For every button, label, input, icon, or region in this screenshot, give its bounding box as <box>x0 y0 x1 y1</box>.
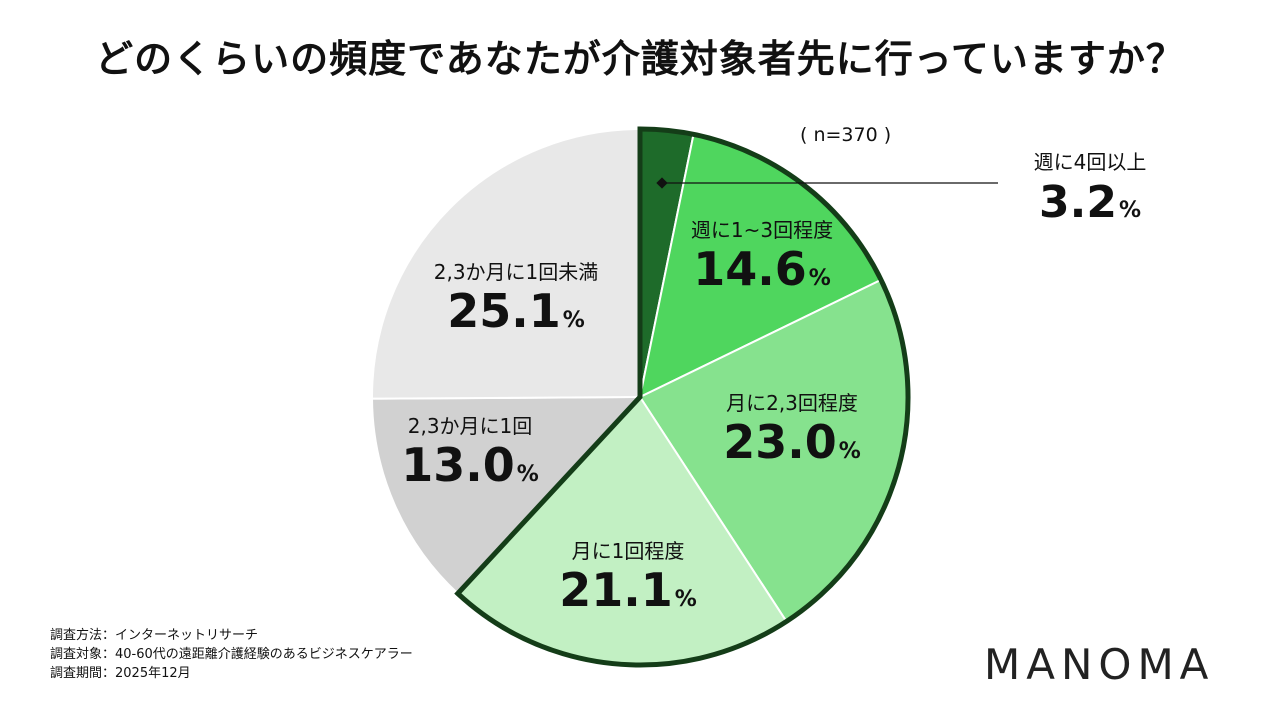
survey-method: 調査方法：インターネットリサーチ <box>50 628 259 643</box>
slice-value-label: 3.2% <box>1039 177 1141 228</box>
slice-label-5: 2,3か月に1回未満 25.1% <box>396 256 636 338</box>
slice-category-label: 週に4回以上 <box>1033 150 1147 174</box>
slice-category-label: 2,3か月に1回 <box>407 414 533 438</box>
slice-label-2: 月に2,3回程度 23.0% <box>672 387 912 469</box>
callout-marker <box>656 177 668 189</box>
survey-period: 調査期間：2025年12月 <box>50 666 191 681</box>
slice-value-label: 21.1% <box>559 563 697 617</box>
sample-size: ( n=370 ) <box>800 124 892 146</box>
slice-category-label: 月に2,3回程度 <box>726 391 858 415</box>
slice-value-label: 14.6% <box>693 242 831 296</box>
slice-callout-0: 週に4回以上 3.2% <box>1000 146 1180 228</box>
slice-label-3: 月に1回程度 21.1% <box>508 535 748 617</box>
slice-category-label: 週に1~3回程度 <box>690 218 834 242</box>
slice-label-4: 2,3か月に1回 13.0% <box>350 410 590 492</box>
slice-value-label: 13.0% <box>401 438 539 492</box>
survey-notes: 調査方法：インターネットリサーチ 調査対象：40-60代の遠距離介護経験のあるビ… <box>50 626 413 683</box>
survey-target: 調査対象：40-60代の遠距離介護経験のあるビジネスケアラー <box>50 647 413 662</box>
slice-category-label: 2,3か月に1回未満 <box>433 260 599 284</box>
slice-label-1: 週に1~3回程度 14.6% <box>642 214 882 296</box>
pie-slice-5 <box>371 127 641 400</box>
brand-logo: MANOMA <box>984 640 1215 689</box>
highlight-outline <box>454 126 911 668</box>
slice-value-label: 25.1% <box>447 284 585 338</box>
slice-value-label: 23.0% <box>723 415 861 469</box>
pie-slice-4 <box>371 395 643 595</box>
chart-title: どのくらいの頻度であなたが介護対象者先に行っていますか？ <box>95 37 1185 81</box>
slice-category-label: 月に1回程度 <box>571 539 685 563</box>
